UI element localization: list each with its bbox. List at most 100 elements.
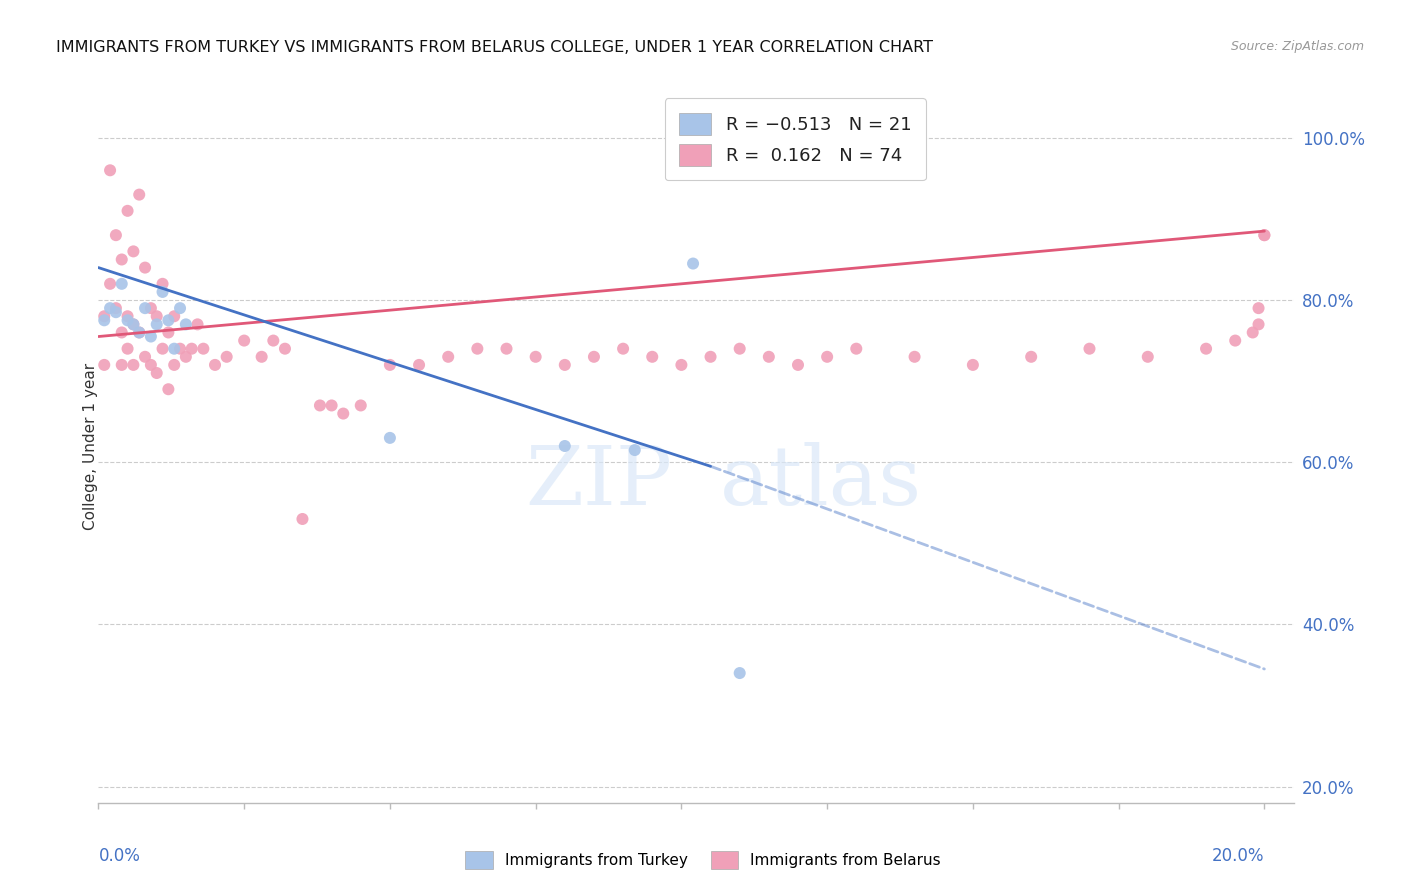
- Point: [1241, 326, 1264, 340]
- Point: [582, 350, 605, 364]
- Point: [157, 382, 180, 396]
- Point: [350, 399, 373, 413]
- Text: ZIP: ZIP: [524, 442, 672, 522]
- Point: [495, 342, 517, 356]
- Point: [174, 350, 197, 364]
- Point: [152, 342, 174, 356]
- Point: [157, 313, 180, 327]
- Point: [117, 342, 139, 356]
- Point: [157, 326, 180, 340]
- Point: [623, 443, 645, 458]
- Point: [554, 439, 576, 453]
- Point: [332, 407, 354, 421]
- Point: [163, 342, 186, 356]
- Point: [262, 334, 284, 348]
- Text: atlas: atlas: [720, 442, 922, 522]
- Point: [728, 666, 751, 681]
- Point: [117, 203, 139, 218]
- Point: [815, 350, 838, 364]
- Point: [93, 310, 115, 324]
- Point: [1136, 350, 1159, 364]
- Point: [169, 301, 191, 315]
- Point: [152, 285, 174, 299]
- Point: [437, 350, 460, 364]
- Y-axis label: College, Under 1 year: College, Under 1 year: [83, 362, 97, 530]
- Point: [1253, 228, 1275, 243]
- Point: [145, 310, 167, 324]
- Point: [787, 358, 810, 372]
- Point: [93, 313, 115, 327]
- Point: [1253, 228, 1275, 243]
- Point: [117, 310, 139, 324]
- Point: [671, 358, 693, 372]
- Text: Source: ZipAtlas.com: Source: ZipAtlas.com: [1230, 40, 1364, 54]
- Point: [98, 301, 121, 315]
- Text: 20.0%: 20.0%: [1212, 847, 1264, 865]
- Point: [321, 399, 343, 413]
- Point: [111, 358, 134, 372]
- Point: [174, 318, 197, 332]
- Point: [641, 350, 664, 364]
- Point: [408, 358, 430, 372]
- Point: [128, 187, 150, 202]
- Point: [612, 342, 634, 356]
- Text: IMMIGRANTS FROM TURKEY VS IMMIGRANTS FROM BELARUS COLLEGE, UNDER 1 YEAR CORRELAT: IMMIGRANTS FROM TURKEY VS IMMIGRANTS FRO…: [56, 40, 934, 55]
- Point: [152, 277, 174, 291]
- Point: [699, 350, 721, 364]
- Point: [1019, 350, 1042, 364]
- Point: [98, 163, 121, 178]
- Point: [145, 318, 167, 332]
- Point: [524, 350, 547, 364]
- Legend: R = −0.513   N = 21, R =  0.162   N = 74: R = −0.513 N = 21, R = 0.162 N = 74: [665, 98, 927, 180]
- Point: [104, 301, 127, 315]
- Point: [215, 350, 238, 364]
- Point: [111, 252, 134, 267]
- Point: [122, 318, 145, 332]
- Point: [233, 334, 256, 348]
- Point: [111, 277, 134, 291]
- Point: [139, 301, 162, 315]
- Point: [93, 358, 115, 372]
- Point: [1225, 334, 1247, 348]
- Point: [139, 358, 162, 372]
- Point: [128, 326, 150, 340]
- Point: [122, 358, 145, 372]
- Point: [554, 358, 576, 372]
- Point: [134, 350, 156, 364]
- Point: [962, 358, 984, 372]
- Legend: Immigrants from Turkey, Immigrants from Belarus: Immigrants from Turkey, Immigrants from …: [458, 845, 948, 875]
- Point: [134, 260, 156, 275]
- Point: [122, 318, 145, 332]
- Point: [104, 228, 127, 243]
- Point: [1247, 318, 1270, 332]
- Point: [145, 366, 167, 380]
- Point: [169, 342, 191, 356]
- Point: [163, 358, 186, 372]
- Point: [845, 342, 868, 356]
- Point: [291, 512, 314, 526]
- Point: [193, 342, 215, 356]
- Text: 0.0%: 0.0%: [98, 847, 141, 865]
- Point: [728, 342, 751, 356]
- Point: [467, 342, 489, 356]
- Point: [903, 350, 925, 364]
- Point: [250, 350, 273, 364]
- Point: [128, 326, 150, 340]
- Point: [309, 399, 332, 413]
- Point: [122, 244, 145, 259]
- Point: [117, 313, 139, 327]
- Point: [1078, 342, 1101, 356]
- Point: [274, 342, 297, 356]
- Point: [1195, 342, 1218, 356]
- Point: [1247, 301, 1270, 315]
- Point: [111, 326, 134, 340]
- Point: [104, 305, 127, 319]
- Point: [180, 342, 202, 356]
- Point: [139, 329, 162, 343]
- Point: [378, 431, 401, 445]
- Point: [758, 350, 780, 364]
- Point: [378, 358, 401, 372]
- Point: [134, 301, 156, 315]
- Point: [163, 310, 186, 324]
- Point: [98, 277, 121, 291]
